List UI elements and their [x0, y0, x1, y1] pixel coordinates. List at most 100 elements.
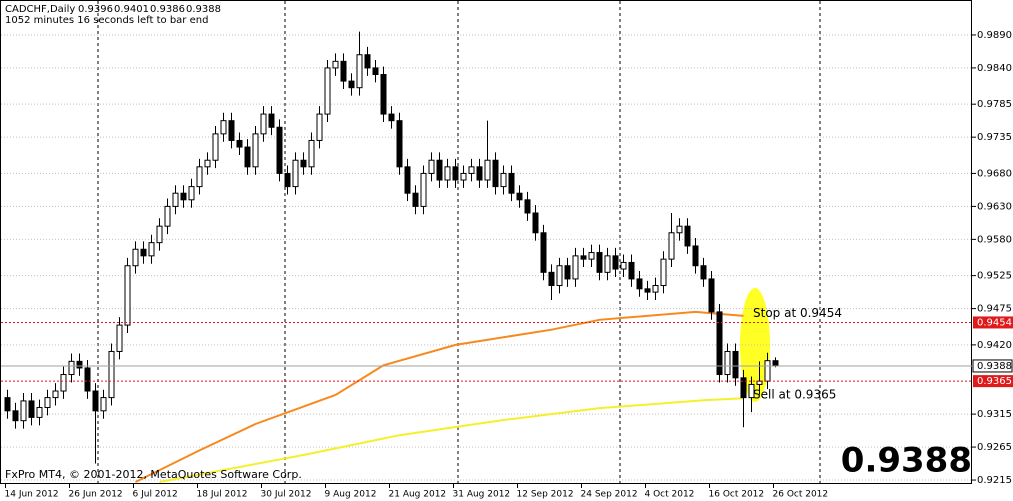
y-tick-label: 0.9215: [977, 475, 1012, 486]
candle-body: [732, 350, 739, 379]
candle-body: [52, 390, 59, 399]
x-tick-label: 21 Aug 2012: [389, 490, 447, 500]
candle-body: [548, 271, 555, 287]
candle-body: [612, 255, 619, 270]
candle-body: [356, 54, 363, 89]
candle-body: [748, 383, 755, 399]
candle-body: [588, 252, 595, 260]
candle-body: [284, 172, 291, 188]
candle-body: [756, 380, 763, 385]
x-tick-label: 4 Oct 2012: [645, 490, 695, 500]
chart-title: CADCHF,Daily: [5, 4, 75, 15]
level-axis-label: 0.9454: [977, 317, 1012, 328]
candle-body: [620, 261, 627, 270]
candle-body: [692, 245, 699, 267]
level-box: [973, 375, 1013, 388]
y-tick-label: 0.9475: [977, 304, 1012, 315]
candle-body: [484, 159, 491, 181]
x-tick-label: 30 Jul 2012: [261, 490, 312, 500]
candle-body: [676, 225, 683, 234]
candle-body: [340, 60, 347, 82]
y-tick-label: 0.9580: [977, 234, 1012, 245]
y-tick-label: 0.9265: [977, 442, 1012, 453]
y-tick-label: 0.9315: [977, 409, 1012, 420]
candle-body: [20, 400, 27, 422]
candle-body: [604, 255, 611, 273]
candle-body: [108, 350, 115, 399]
x-tick-label: 31 Aug 2012: [453, 490, 511, 500]
plot-frame: [0, 0, 972, 484]
candle-body: [396, 120, 403, 168]
candle-body: [452, 166, 459, 181]
candle-body: [404, 166, 411, 194]
candle-body: [492, 159, 499, 188]
candle-body: [260, 113, 267, 135]
candle-body: [244, 146, 251, 168]
candle-body: [324, 67, 331, 115]
candle-body: [164, 205, 171, 227]
candle-body: [316, 113, 323, 141]
y-tick-label: 0.9890: [977, 30, 1012, 41]
candle-body: [348, 80, 355, 89]
candle-body: [84, 367, 91, 392]
candle-body: [468, 166, 475, 174]
candle-body: [116, 324, 123, 352]
level-box: [973, 316, 1013, 329]
candle-body: [700, 265, 707, 280]
candle-body: [412, 192, 419, 207]
open-value: 0.9396: [78, 4, 113, 15]
candle-body: [220, 120, 227, 135]
candle-body: [4, 397, 11, 412]
level-text: Stop at 0.9454: [753, 306, 842, 320]
candle-body: [204, 159, 211, 168]
moving-average: [135, 310, 744, 483]
candle-body: [68, 360, 75, 376]
candle-body: [60, 374, 67, 392]
candle-body: [148, 242, 155, 257]
candle-body: [516, 192, 523, 201]
close-value: 0.9388: [186, 4, 221, 15]
candle-body: [428, 159, 435, 174]
y-tick-label: 0.9630: [977, 201, 1012, 212]
candle-body: [596, 252, 603, 273]
candle-body: [724, 350, 731, 376]
candle-body: [444, 166, 451, 181]
candle-body: [564, 265, 571, 280]
candle-body: [508, 172, 515, 194]
price-box: [972, 359, 1013, 373]
moving-average: [159, 397, 744, 484]
x-tick-label: 12 Sep 2012: [517, 490, 574, 500]
x-tick-label: 6 Jul 2012: [133, 490, 178, 500]
candle-body: [500, 172, 507, 188]
x-tick-label: 26 Oct 2012: [773, 490, 829, 500]
candle-body: [300, 159, 307, 168]
candle-body: [372, 67, 379, 76]
candle-body: [580, 255, 587, 260]
y-tick-label: 0.9420: [977, 340, 1012, 351]
candle-body: [172, 192, 179, 207]
price-axis-label: 0.9388: [977, 361, 1012, 372]
x-tick-label: 26 Jun 2012: [69, 490, 123, 500]
candle-body: [140, 248, 147, 257]
candle-body: [268, 113, 275, 128]
candle-body: [124, 265, 131, 326]
candle-body: [332, 60, 339, 69]
candle-body: [364, 54, 371, 69]
candle-body: [180, 192, 187, 201]
y-tick-label: 0.9735: [977, 132, 1012, 143]
period-separators: [97, 1, 821, 483]
candle-body: [388, 113, 395, 122]
candle-body: [708, 278, 715, 313]
candle-body: [36, 407, 43, 418]
candle-body: [524, 199, 531, 214]
candle-body: [212, 133, 219, 161]
candle-body: [28, 400, 35, 418]
candle-body: [292, 159, 299, 188]
candle-body: [252, 133, 259, 168]
candle-body: [652, 285, 659, 293]
candle-body: [772, 360, 779, 367]
y-tick-label: 0.9680: [977, 168, 1012, 179]
candle-body: [132, 248, 139, 267]
candle-body: [644, 288, 651, 293]
